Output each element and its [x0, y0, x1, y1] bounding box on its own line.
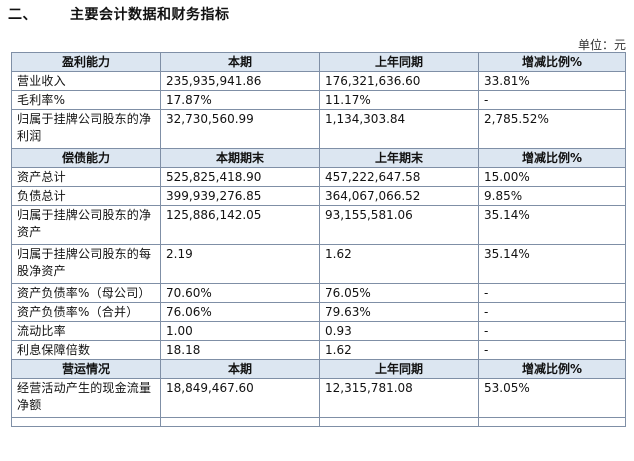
table-row: 归属于挂牌公司股东的净资产 125,886,142.05 93,155,581.… — [11, 205, 626, 245]
header-cell: 上年同期 — [319, 359, 479, 379]
current-value: 18,849,467.60 — [160, 378, 320, 418]
row-label: 经营活动产生的现金流量净额 — [11, 378, 161, 418]
table-row: 归属于挂牌公司股东的净利润 32,730,560.99 1,134,303.84… — [11, 109, 626, 149]
table-row: 资产总计 525,825,418.90 457,222,647.58 15.00… — [11, 167, 626, 187]
solvency-header-row: 偿债能力 本期期末 上年期末 增减比例% — [11, 148, 626, 168]
row-label: 毛利率% — [11, 90, 161, 110]
current-value: 70.60% — [160, 283, 320, 303]
table-row-partial — [11, 417, 626, 427]
prior-value: 1,134,303.84 — [319, 109, 479, 149]
row-label: 负债总计 — [11, 186, 161, 206]
row-label: 资产负债率%（母公司） — [11, 283, 161, 303]
header-cell: 上年同期 — [319, 52, 479, 72]
table-row: 资产负债率%（母公司） 70.60% 76.05% - — [11, 283, 626, 303]
change-percent: 35.14% — [478, 205, 626, 245]
unit-label: 单位：元 — [577, 38, 626, 52]
change-percent: - — [478, 302, 626, 322]
row-label: 资产负债率%（合并） — [11, 302, 161, 322]
prior-value: 12,315,781.08 — [319, 378, 479, 418]
row-label: 归属于挂牌公司股东的净资产 — [11, 205, 161, 245]
empty-cell — [160, 417, 320, 427]
table-row: 负债总计 399,939,276.85 364,067,066.52 9.85% — [11, 186, 626, 206]
row-label: 归属于挂牌公司股东的净利润 — [11, 109, 161, 149]
row-label: 利息保障倍数 — [11, 340, 161, 360]
change-percent: 53.05% — [478, 378, 626, 418]
profitability-header-row: 盈利能力 本期 上年同期 增减比例% — [11, 52, 626, 72]
change-percent: 15.00% — [478, 167, 626, 187]
row-label: 流动比率 — [11, 321, 161, 341]
empty-cell — [11, 417, 161, 427]
operations-header-row: 营运情况 本期 上年同期 增减比例% — [11, 359, 626, 379]
section-heading: 二、 主要会计数据和财务指标 — [8, 4, 230, 24]
header-cell: 营运情况 — [11, 359, 161, 379]
current-value: 17.87% — [160, 90, 320, 110]
change-percent: 33.81% — [478, 71, 626, 91]
prior-value: 0.93 — [319, 321, 479, 341]
table-row: 资产负债率%（合并） 76.06% 79.63% - — [11, 302, 626, 322]
prior-value: 364,067,066.52 — [319, 186, 479, 206]
header-cell: 本期 — [160, 359, 320, 379]
row-label: 资产总计 — [11, 167, 161, 187]
current-value: 525,825,418.90 — [160, 167, 320, 187]
row-label: 营业收入 — [11, 71, 161, 91]
financial-indicators-table: 盈利能力 本期 上年同期 增减比例% 营业收入 235,935,941.86 1… — [11, 52, 626, 427]
current-value: 2.19 — [160, 244, 320, 284]
change-percent: 9.85% — [478, 186, 626, 206]
current-value: 32,730,560.99 — [160, 109, 320, 149]
empty-cell — [478, 417, 626, 427]
header-cell: 偿债能力 — [11, 148, 161, 168]
current-value: 18.18 — [160, 340, 320, 360]
header-cell: 本期 — [160, 52, 320, 72]
header-cell: 增减比例% — [478, 52, 626, 72]
prior-value: 76.05% — [319, 283, 479, 303]
row-label: 归属于挂牌公司股东的每股净资产 — [11, 244, 161, 284]
section-title: 主要会计数据和财务指标 — [70, 7, 230, 23]
change-percent: - — [478, 321, 626, 341]
table-row: 经营活动产生的现金流量净额 18,849,467.60 12,315,781.0… — [11, 378, 626, 418]
prior-value: 1.62 — [319, 244, 479, 284]
change-percent: 2,785.52% — [478, 109, 626, 149]
header-cell: 增减比例% — [478, 359, 626, 379]
current-value: 76.06% — [160, 302, 320, 322]
current-value: 399,939,276.85 — [160, 186, 320, 206]
table-row: 利息保障倍数 18.18 1.62 - — [11, 340, 626, 360]
current-value: 125,886,142.05 — [160, 205, 320, 245]
header-cell: 增减比例% — [478, 148, 626, 168]
table-row: 流动比率 1.00 0.93 - — [11, 321, 626, 341]
header-cell: 上年期末 — [319, 148, 479, 168]
prior-value: 457,222,647.58 — [319, 167, 479, 187]
table-row: 营业收入 235,935,941.86 176,321,636.60 33.81… — [11, 71, 626, 91]
prior-value: 1.62 — [319, 340, 479, 360]
header-cell: 本期期末 — [160, 148, 320, 168]
change-percent: - — [478, 90, 626, 110]
change-percent: - — [478, 283, 626, 303]
section-number: 二、 — [8, 7, 37, 23]
current-value: 235,935,941.86 — [160, 71, 320, 91]
change-percent: 35.14% — [478, 244, 626, 284]
prior-value: 176,321,636.60 — [319, 71, 479, 91]
prior-value: 11.17% — [319, 90, 479, 110]
empty-cell — [319, 417, 479, 427]
prior-value: 79.63% — [319, 302, 479, 322]
prior-value: 93,155,581.06 — [319, 205, 479, 245]
table-row: 毛利率% 17.87% 11.17% - — [11, 90, 626, 110]
current-value: 1.00 — [160, 321, 320, 341]
header-cell: 盈利能力 — [11, 52, 161, 72]
change-percent: - — [478, 340, 626, 360]
table-row: 归属于挂牌公司股东的每股净资产 2.19 1.62 35.14% — [11, 244, 626, 284]
